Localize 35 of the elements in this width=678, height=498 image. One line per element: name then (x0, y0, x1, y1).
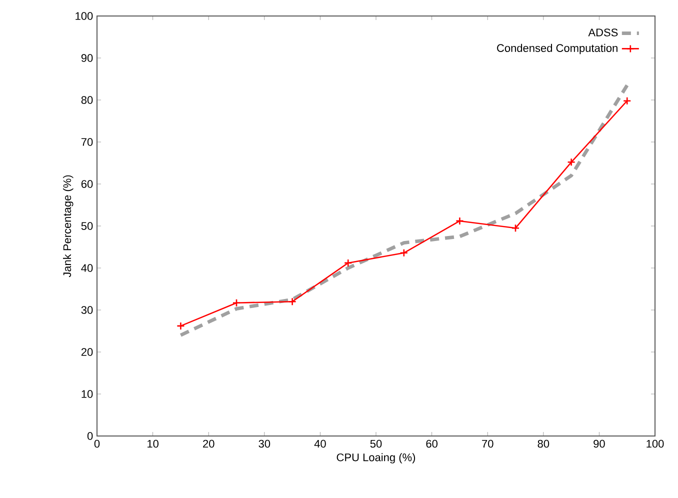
y-tick-label: 70 (81, 138, 93, 146)
x-tick-label: 30 (258, 440, 270, 448)
x-tick-label: 50 (370, 440, 382, 448)
x-tick-label: 40 (314, 440, 326, 448)
y-tick-label: 40 (81, 264, 93, 272)
point (288, 297, 296, 306)
point (567, 158, 576, 166)
point (511, 224, 520, 232)
y-tick-label: 60 (81, 180, 93, 188)
y-tick-label: 20 (81, 348, 93, 356)
legend-label: Condensed Computation (497, 44, 618, 54)
y-tick-label: 0 (87, 432, 93, 440)
point (232, 298, 241, 308)
y-tick-label: 30 (81, 306, 93, 314)
x-tick-label: 60 (426, 440, 438, 448)
y-tick-label: 90 (81, 54, 93, 62)
point (622, 96, 632, 105)
x-tick-label: 80 (538, 440, 550, 448)
x-tick-label: 20 (203, 440, 214, 448)
y-tick-label: 100 (76, 12, 93, 20)
y-tick-label: 50 (81, 222, 93, 230)
point (176, 322, 185, 330)
x-tick-label: 10 (148, 440, 158, 448)
x-tick-label: 70 (482, 440, 494, 448)
x-tick-label: 0 (94, 440, 100, 448)
x-tick-label: 90 (594, 440, 605, 448)
point (344, 258, 352, 268)
legend-label: ADSS (588, 28, 618, 36)
y-axis-title: Jank Percentage (%) (63, 175, 74, 278)
y-tick-label: 10 (82, 390, 93, 398)
x-tick-label: 100 (646, 440, 664, 448)
y-tick-label: 80 (81, 96, 93, 104)
point (456, 216, 464, 226)
x-axis-title: CPU Loaing (%) (336, 453, 416, 464)
point (400, 248, 408, 258)
